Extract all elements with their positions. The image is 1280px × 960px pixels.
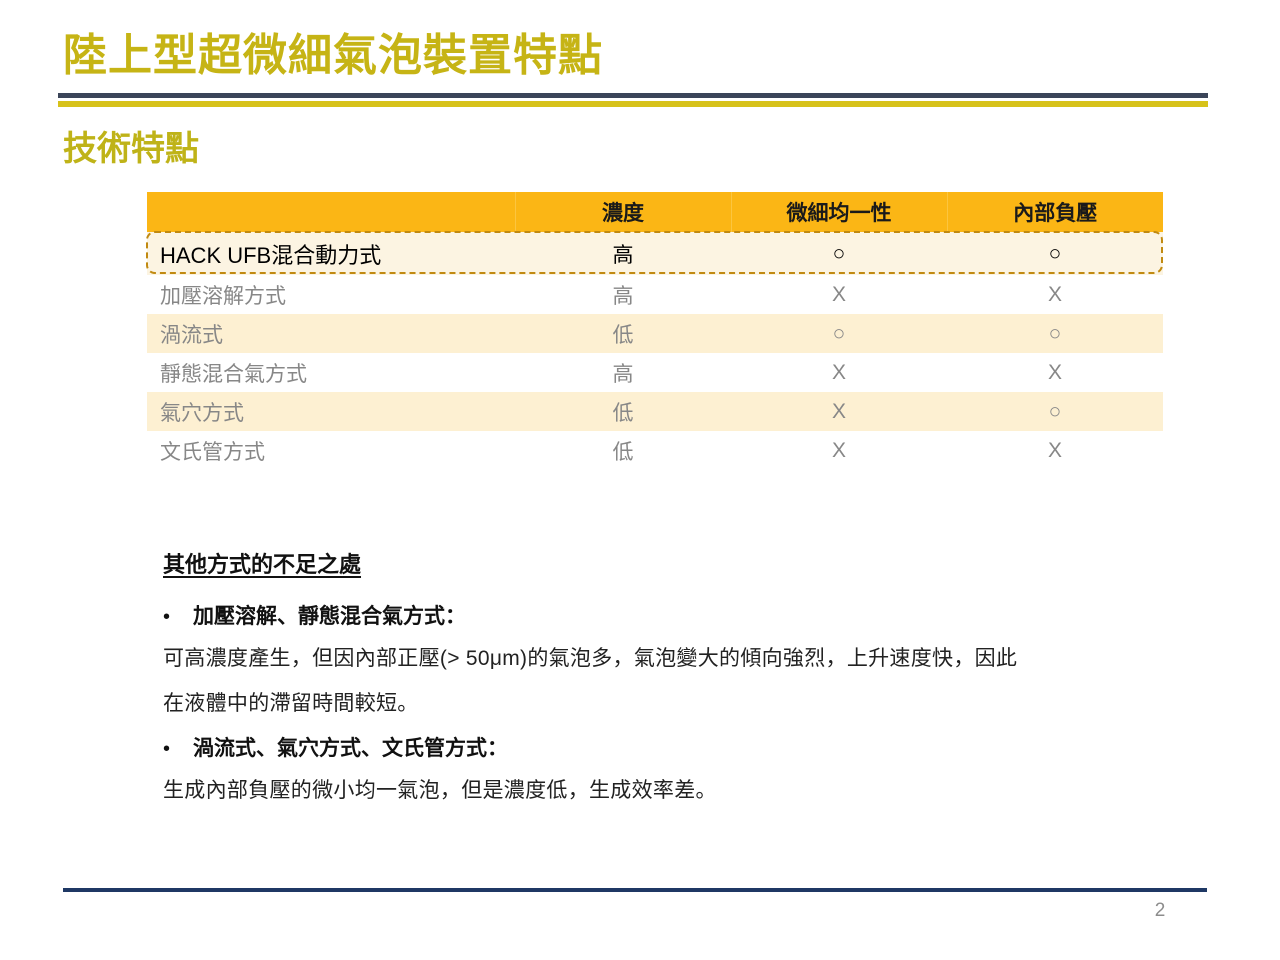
page-number: 2 — [1154, 900, 1166, 921]
column-header-negative-pressure: 內部負壓 — [947, 192, 1163, 232]
notes-title: 其他方式的不足之處 — [163, 552, 362, 577]
cell-negative-pressure: X — [947, 431, 1163, 470]
cell-uniformity: X — [731, 275, 947, 314]
cell-method-name: 靜態混合氣方式 — [147, 353, 515, 392]
cell-negative-pressure: X — [947, 275, 1163, 314]
cell-concentration: 高 — [515, 275, 731, 314]
table-row: 加壓溶解方式 高 X X — [147, 275, 1163, 314]
cell-concentration: 低 — [515, 431, 731, 470]
footer-rule — [63, 888, 1207, 892]
bullet-dot-icon: • — [163, 738, 171, 760]
column-header-method — [147, 192, 516, 232]
cell-negative-pressure: X — [947, 353, 1163, 392]
cell-method-name: 渦流式 — [147, 314, 515, 353]
cell-uniformity: ○ — [731, 232, 947, 275]
cell-uniformity: ○ — [731, 314, 947, 353]
bullet-item-1: • 加壓溶解、靜態混合氣方式： — [163, 600, 1153, 634]
column-header-concentration: 濃度 — [515, 192, 732, 232]
cell-concentration: 低 — [515, 392, 731, 431]
comparison-table: 濃度 微細均一性 內部負壓 HACK UFB混合動力式 高 ○ ○ 加壓溶解方式… — [147, 192, 1163, 470]
cell-negative-pressure: ○ — [947, 314, 1163, 353]
table-row: 氣穴方式 低 X ○ — [147, 392, 1163, 431]
table-row: 靜態混合氣方式 高 X X — [147, 353, 1163, 392]
cell-negative-pressure: ○ — [947, 392, 1163, 431]
cell-method-name: 氣穴方式 — [147, 392, 515, 431]
bullet-2-paragraph-line-1: 生成內部負壓的微小均一氣泡，但是濃度低，生成效率差。 — [163, 779, 717, 802]
cell-negative-pressure: ○ — [947, 232, 1163, 275]
column-header-uniformity: 微細均一性 — [731, 192, 948, 232]
table-header-row: 濃度 微細均一性 內部負壓 — [147, 192, 1163, 232]
cell-uniformity: X — [731, 392, 947, 431]
title-rule-navy — [58, 93, 1208, 98]
table-row-highlighted: HACK UFB混合動力式 高 ○ ○ — [147, 232, 1163, 275]
table-row: 文氏管方式 低 X X — [147, 431, 1163, 470]
cell-concentration: 高 — [515, 232, 731, 275]
bullet-label: 渦流式、氣穴方式、文氏管方式： — [193, 737, 508, 760]
cell-uniformity: X — [731, 353, 947, 392]
bullet-label: 加壓溶解、靜態混合氣方式： — [193, 605, 466, 628]
bullet-dot-icon: • — [163, 606, 171, 628]
cell-method-name: 加壓溶解方式 — [147, 275, 515, 314]
cell-concentration: 低 — [515, 314, 731, 353]
bullet-1-paragraph-line-1: 可高濃度產生，但因內部正壓(> 50μm)的氣泡多，氣泡變大的傾向強烈，上升速度… — [163, 647, 1018, 670]
notes-block: 其他方式的不足之處 • 加壓溶解、靜態混合氣方式： 可高濃度產生，但因內部正壓(… — [163, 548, 1153, 811]
cell-uniformity: X — [731, 431, 947, 470]
table-body: HACK UFB混合動力式 高 ○ ○ 加壓溶解方式 高 X X 渦流式 低 ○… — [147, 232, 1163, 470]
table-row: 渦流式 低 ○ ○ — [147, 314, 1163, 353]
bullet-item-2: • 渦流式、氣穴方式、文氏管方式： — [163, 732, 1153, 766]
cell-concentration: 高 — [515, 353, 731, 392]
bullet-1-paragraph-line-2: 在液體中的滯留時間較短。 — [163, 692, 419, 715]
page-title: 陸上型超微細氣泡裝置特點 — [63, 31, 603, 80]
section-heading: 技術特點 — [63, 130, 199, 168]
title-rule-gold — [58, 101, 1208, 107]
cell-method-name: HACK UFB混合動力式 — [147, 232, 515, 275]
cell-method-name: 文氏管方式 — [147, 431, 515, 470]
table-header: 濃度 微細均一性 內部負壓 — [147, 192, 1163, 232]
